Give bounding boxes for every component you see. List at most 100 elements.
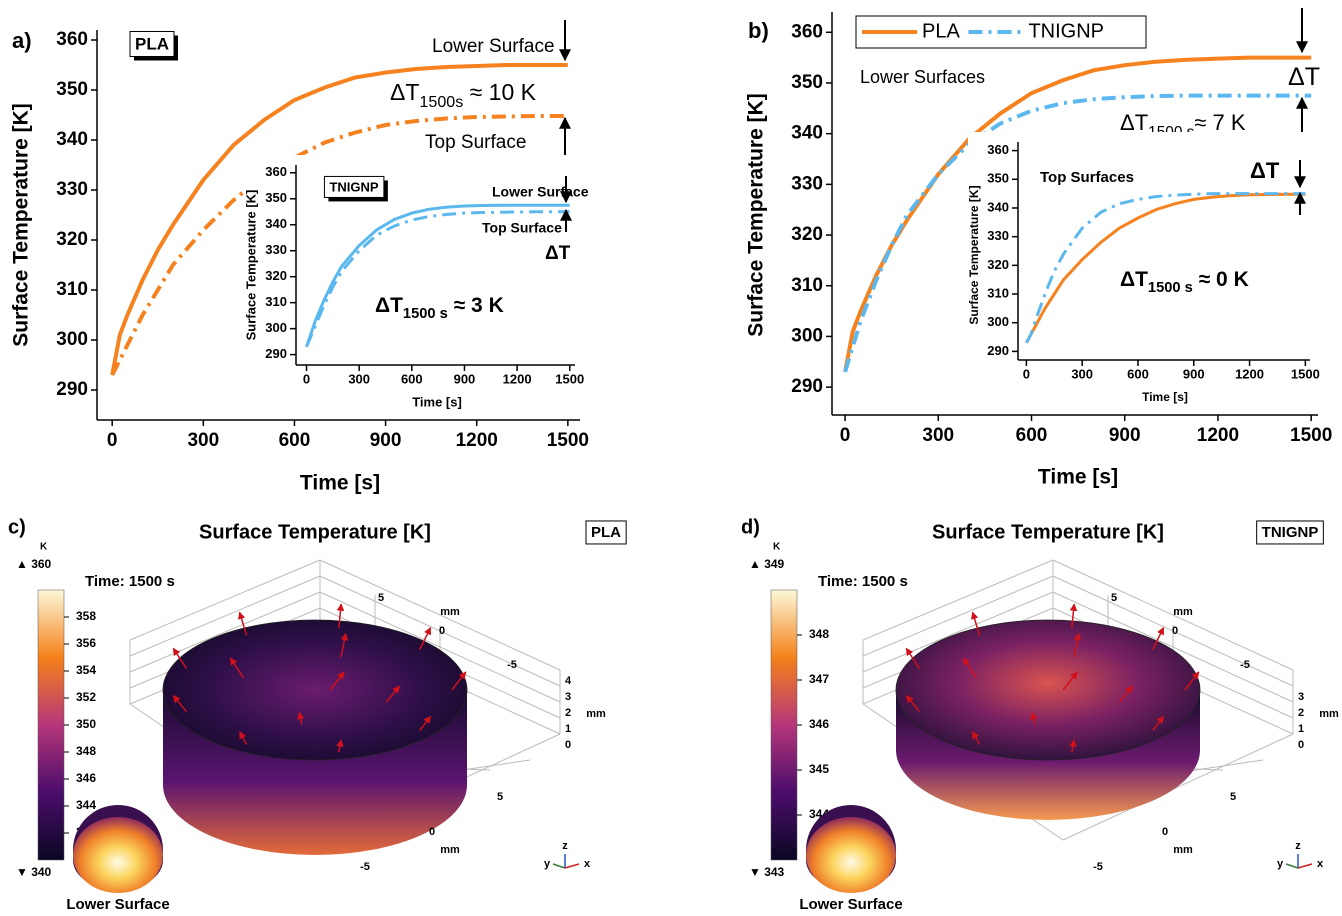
x-tick-label: 900 [370, 430, 402, 451]
x-tick-label: 300 [1071, 366, 1093, 381]
annotation-text: Lower Surfaces [860, 67, 985, 87]
annotation-text: Top Surfaces [1040, 169, 1134, 186]
axis-tick-label: mm [1173, 844, 1193, 856]
triad-label: y [1277, 858, 1284, 870]
axis-tick-label: mm [1173, 606, 1193, 618]
colorbar-tick-label: 348 [76, 744, 96, 758]
y-tick-label: 360 [265, 164, 287, 179]
legend-label: TNIGNP [1028, 20, 1104, 42]
x-tick-label: 0 [1023, 366, 1030, 381]
y-tick-label: 340 [987, 199, 1009, 214]
cylinder-top [896, 620, 1200, 760]
panel-title: Surface Temperature [K] [199, 521, 431, 543]
annotation-subscript: 1500 s [403, 306, 448, 322]
x-tick-label: 600 [279, 430, 311, 451]
panel-label: d) [741, 516, 760, 538]
annotation-text: ΔT [1288, 63, 1320, 91]
axis-tick-label: 3 [565, 691, 571, 703]
series-label: Lower Surface [492, 184, 589, 200]
inset-label: Lower Surface [799, 896, 902, 913]
y-axis-label: Surface Temperature [K] [10, 103, 33, 347]
triad-label: z [562, 840, 568, 852]
y-tick-label: 340 [265, 216, 287, 231]
y-tick-label: 300 [791, 325, 823, 346]
y-tick-label: 290 [56, 379, 88, 400]
x-tick-label: 0 [107, 430, 118, 451]
axis-tick-label: 0 [1172, 625, 1178, 637]
triad-axis [1286, 864, 1298, 868]
y-tick-label: 350 [791, 72, 823, 93]
axis-tick-label: 0 [439, 625, 445, 637]
y-tick-label: 310 [56, 279, 88, 300]
y-tick-label: 300 [265, 320, 287, 335]
annotation-text: ΔT [1120, 110, 1148, 135]
axis-tick-label: 1 [565, 723, 571, 735]
x-tick-label: 1200 [503, 371, 532, 386]
x-tick-label: 1500 [547, 430, 589, 451]
y-tick-label: 360 [987, 142, 1009, 157]
x-tick-label: 900 [1109, 425, 1141, 446]
x-tick-label: 900 [1183, 366, 1205, 381]
axis-tick-label: 0 [1298, 739, 1304, 751]
y-axis-label: Surface Temperature [K] [967, 185, 981, 324]
axis-tick-label: 1 [1298, 723, 1304, 735]
annotation: ΔT [1288, 63, 1320, 91]
x-tick-label: 300 [922, 425, 954, 446]
annotation-text: ≈ 0 K [1193, 268, 1249, 291]
triad-label: x [1317, 858, 1324, 870]
x-tick-label: 1200 [456, 430, 498, 451]
axis-tick-label: mm [586, 708, 606, 720]
panel-label: b) [748, 18, 769, 43]
x-tick-label: 1500 [555, 371, 584, 386]
x-axis-label: Time [s] [1142, 390, 1188, 404]
axis-tick-label: 0 [565, 739, 571, 751]
series-label: Top Surface [482, 220, 562, 236]
colorbar [38, 590, 64, 860]
legend-label: PLA [922, 20, 960, 42]
colorbar-min-label: ▼ 343 [749, 865, 785, 879]
x-tick-label: 1500 [1291, 366, 1320, 381]
figure: 2903003103203303403503600300600900120015… [0, 0, 1342, 916]
annotation-subscript: 1500 s [1148, 280, 1193, 296]
y-tick-label: 350 [56, 79, 88, 100]
y-tick-label: 330 [791, 173, 823, 194]
time-label: Time: 1500 s [818, 573, 908, 590]
triad-axis [553, 864, 565, 868]
colorbar-unit: K [40, 542, 48, 553]
x-tick-label: 900 [454, 371, 476, 386]
colorbar-tick-label: 356 [76, 636, 96, 650]
colorbar-min-label: ▼ 340 [16, 865, 52, 879]
axis-tick-label: mm [1319, 708, 1339, 720]
y-tick-label: 290 [791, 376, 823, 397]
triad-label: x [584, 858, 591, 870]
annotation: Top Surfaces [1040, 169, 1134, 186]
axis-tick-label: -5 [507, 659, 517, 671]
annotation: Lower Surfaces [860, 67, 985, 87]
axis-tick-label: 5 [378, 592, 384, 604]
annotation: ΔT1500s ≈ 10 K [390, 79, 537, 111]
colorbar-tick-label: 344 [76, 798, 96, 812]
x-tick-label: 0 [840, 425, 851, 446]
legend-box-label: TNIGNP [1262, 524, 1319, 541]
annotation-subscript: 1500s [419, 93, 463, 111]
x-axis-label: Time [s] [1038, 466, 1118, 489]
x-tick-label: 300 [187, 430, 219, 451]
colorbar-tick-label: 350 [76, 717, 96, 731]
series-label: Lower Surface [432, 36, 555, 57]
axis-tick-label: 2 [565, 707, 571, 719]
y-tick-label: 300 [987, 314, 1009, 329]
colorbar-unit: K [773, 542, 781, 553]
axis-tick-label: 4 [565, 675, 572, 687]
colorbar-tick-label: 348 [809, 627, 829, 641]
annotation-text: ≈ 7 K [1194, 110, 1246, 135]
y-tick-label: 310 [265, 294, 287, 309]
y-tick-label: 350 [987, 171, 1009, 186]
colorbar-tick-label: 346 [76, 771, 96, 785]
y-tick-label: 360 [791, 21, 823, 42]
y-tick-label: 310 [987, 285, 1009, 300]
triad-label: z [1295, 840, 1301, 852]
axis-tick-label: 3 [1298, 691, 1304, 703]
y-tick-label: 340 [56, 129, 88, 150]
axis-tick-label: -5 [360, 861, 370, 873]
axis-tick-label: 5 [1230, 791, 1236, 803]
